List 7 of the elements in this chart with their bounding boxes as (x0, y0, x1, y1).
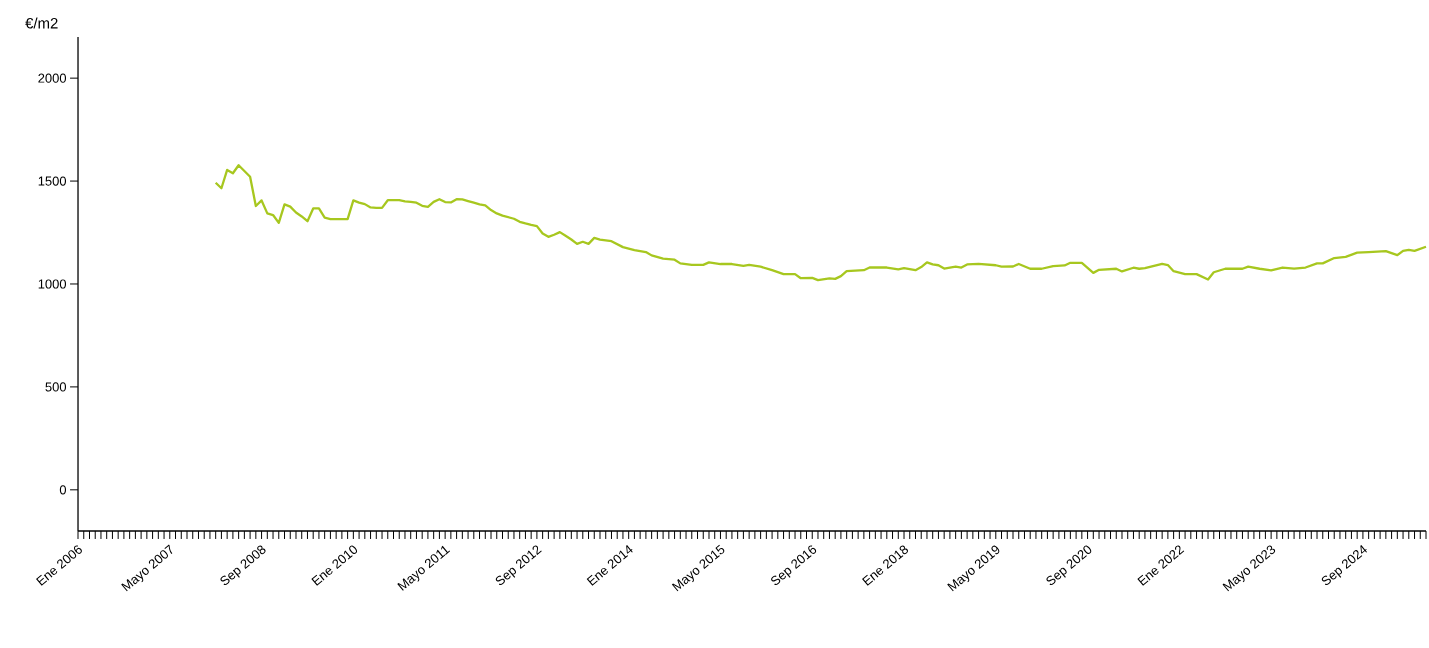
y-tick-label: 0 (59, 485, 67, 495)
y-tick-label: 1000 (38, 279, 67, 289)
y-tick-label: 2000 (38, 73, 67, 83)
y-tick-label: 500 (45, 382, 67, 392)
line-series (214, 164, 1428, 282)
y-tick-label: 1500 (38, 176, 67, 186)
y-axis-title: €/m2 (25, 17, 58, 29)
